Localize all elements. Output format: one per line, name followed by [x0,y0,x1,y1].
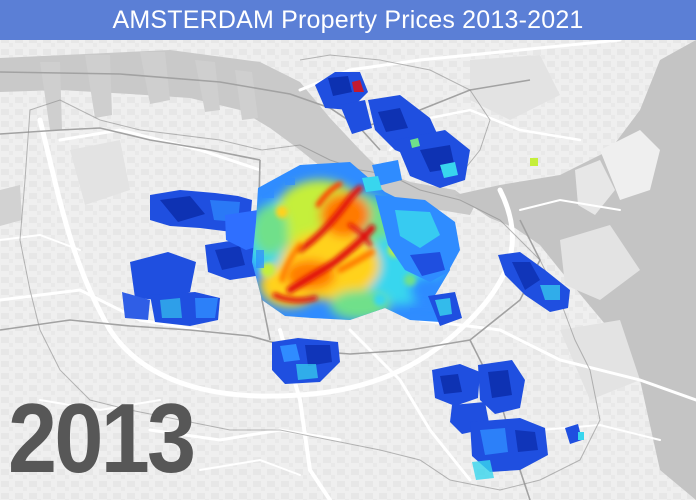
road-network [0,38,696,500]
price-heatmap-layer [122,72,584,480]
district-zuidoost [432,360,584,480]
parks [70,55,640,400]
district-south [272,338,340,384]
district-west [122,190,262,326]
page-title: AMSTERDAM Property Prices 2013-2021 [112,5,584,34]
district-borders [19,54,601,491]
district-noord [315,72,538,192]
district-east [375,195,570,326]
title-bar: AMSTERDAM Property Prices 2013-2021 [0,0,696,40]
year-label: 2013 [8,383,196,493]
